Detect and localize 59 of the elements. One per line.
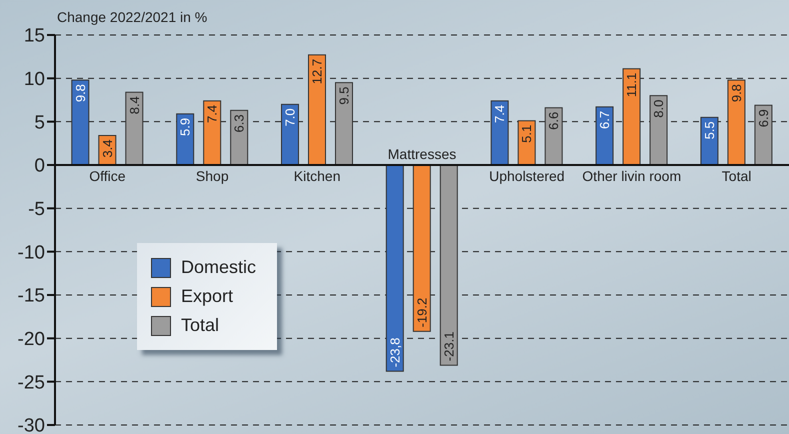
bar <box>386 164 404 372</box>
bar <box>650 95 668 166</box>
y-tick-label: -25 <box>18 372 45 394</box>
bar <box>622 68 641 166</box>
x-tick-label: Kitchen <box>294 168 340 184</box>
bar <box>203 100 222 166</box>
data-label: 6.7 <box>597 110 612 130</box>
data-label: 6.9 <box>756 109 771 128</box>
bar <box>754 104 772 166</box>
bar <box>727 80 746 166</box>
bar <box>280 104 299 166</box>
data-label: 5.1 <box>519 124 534 143</box>
data-label: 9.8 <box>728 84 744 102</box>
data-label: 5.9 <box>178 118 193 136</box>
x-tick-label: Other livin room <box>582 168 682 184</box>
data-label: 7.4 <box>204 104 220 123</box>
bar <box>440 164 458 366</box>
data-label: 7.0 <box>282 108 298 126</box>
data-label: 5.5 <box>702 121 717 140</box>
bar <box>334 82 353 166</box>
legend-label: Export <box>181 286 234 307</box>
data-label: 12.7 <box>309 58 324 84</box>
y-tick-label: -20 <box>18 329 45 350</box>
y-tick-label: -15 <box>18 286 45 307</box>
y-tick-label: 5 <box>34 112 45 134</box>
bar <box>308 54 326 166</box>
x-tick-label: Upholstered <box>489 168 565 184</box>
data-label: 8.4 <box>126 96 142 114</box>
data-label: 11.1 <box>624 72 640 98</box>
data-label: 3.4 <box>100 140 115 158</box>
data-label: 9.5 <box>336 86 352 105</box>
x-tick-label: Mattresses <box>388 146 456 162</box>
y-tick-label: 10 <box>24 69 45 90</box>
bar <box>544 107 563 166</box>
bar <box>412 164 431 332</box>
legend-label: Total <box>181 315 220 336</box>
bar <box>230 110 248 166</box>
data-label: 6.3 <box>232 114 247 132</box>
legend-label: Domestic <box>181 257 256 278</box>
data-label: -23,8 <box>387 338 402 368</box>
y-axis-title: Change 2022/2021 in % <box>57 9 208 25</box>
bar <box>596 106 614 166</box>
y-tick-label: -10 <box>18 242 45 264</box>
bar <box>490 100 509 166</box>
x-tick-label: Office <box>89 168 126 184</box>
y-tick-label: 15 <box>24 26 45 47</box>
data-label: 8.0 <box>651 100 666 118</box>
data-label: 6.6 <box>546 112 562 130</box>
x-tick-label: Total <box>722 168 752 184</box>
y-tick-label: -5 <box>28 199 45 220</box>
x-tick-label: Shop <box>196 168 229 184</box>
bar <box>71 80 90 166</box>
y-tick-label: -30 <box>18 416 45 434</box>
data-label: -23.1 <box>441 332 456 362</box>
data-label: -19.2 <box>414 298 430 328</box>
y-tick-label: 0 <box>34 156 45 177</box>
data-label: 9.8 <box>72 84 88 102</box>
data-label: 7.4 <box>492 104 508 123</box>
bar <box>125 92 144 166</box>
